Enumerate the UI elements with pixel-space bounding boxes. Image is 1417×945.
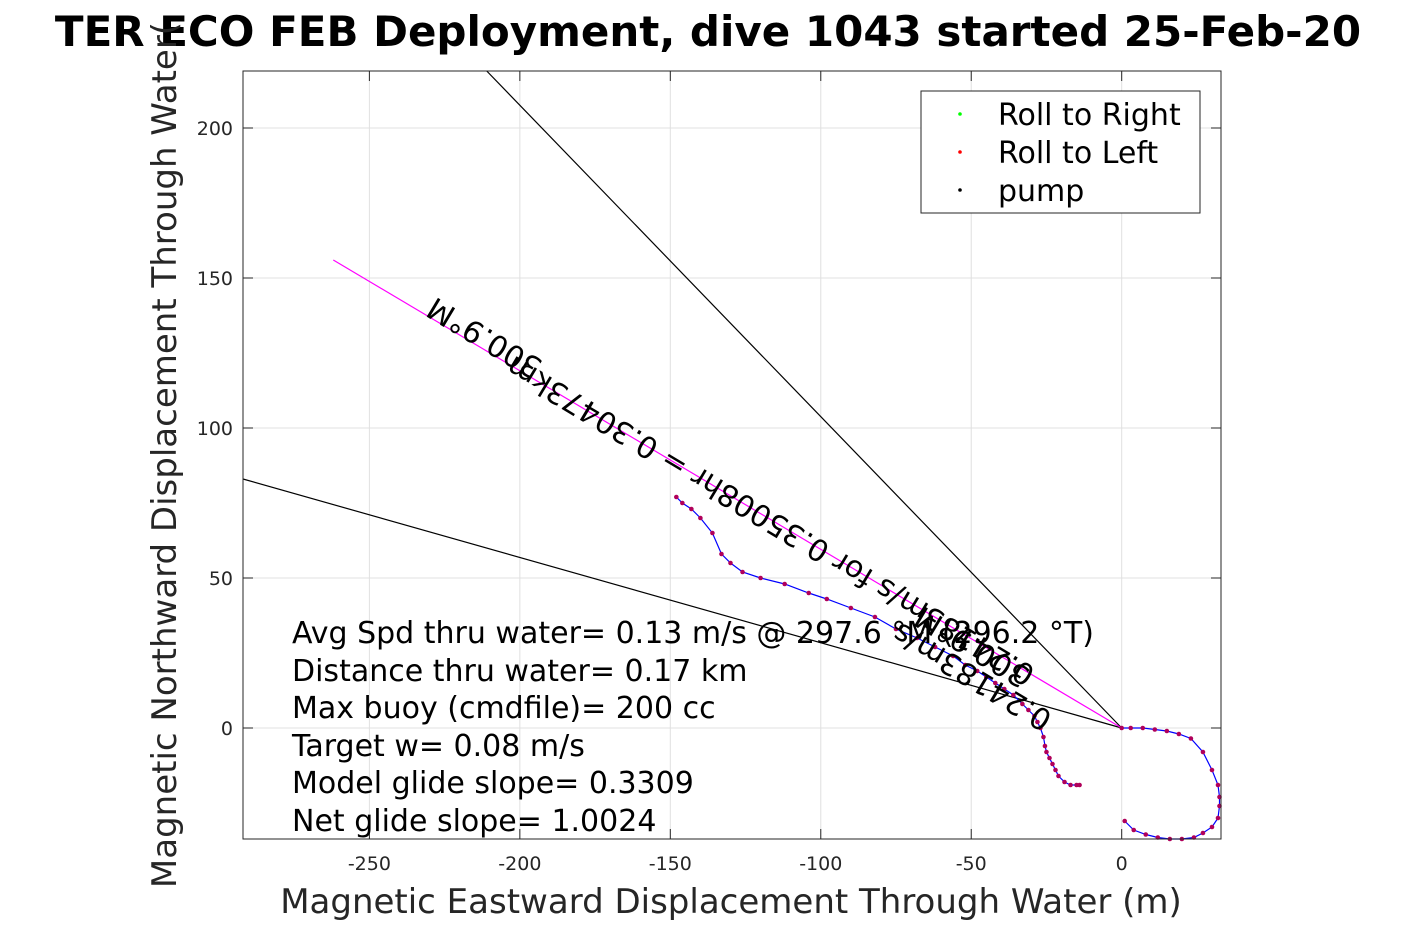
legend-label-pump: pump xyxy=(998,174,1084,209)
loop-point xyxy=(1122,818,1128,824)
track-point xyxy=(728,560,733,566)
loop-point xyxy=(1200,830,1206,836)
track-point xyxy=(1035,719,1040,725)
track-line xyxy=(675,496,1080,786)
legend-label-roll-left: Roll to Left xyxy=(998,136,1158,171)
track-point xyxy=(806,590,812,596)
track-point xyxy=(962,662,968,668)
track-point xyxy=(758,575,763,581)
x-tick-label: 0 xyxy=(1116,853,1128,875)
annotation-block: Avg Spd thru water= 0.13 m/s @ 297.6 °M … xyxy=(291,616,1094,839)
loop-point xyxy=(1128,725,1134,731)
loop-point xyxy=(1188,736,1194,741)
track-point xyxy=(1062,779,1067,785)
track-point xyxy=(674,494,679,500)
track-point xyxy=(680,500,685,506)
annotation-max-buoy: Max buoy (cmdfile)= 200 cc xyxy=(292,691,716,726)
x-tick-label: -100 xyxy=(799,853,842,875)
loop-point xyxy=(1164,728,1170,734)
track-point xyxy=(1026,707,1031,713)
loop-line xyxy=(1121,727,1221,840)
track-point xyxy=(1020,701,1025,707)
y-axis-label: Magnetic Northward Displacement Through … xyxy=(145,22,185,888)
loop-point xyxy=(1119,725,1124,731)
legend-marker-roll-right xyxy=(958,112,962,116)
track-point xyxy=(914,635,920,641)
reference-lines xyxy=(242,70,1123,729)
plot-frame xyxy=(242,70,1222,840)
track-point xyxy=(1047,755,1052,761)
heading-line-2 xyxy=(242,478,1122,729)
loop-point xyxy=(1143,832,1149,837)
track-point xyxy=(950,653,956,659)
annotation-model-glide-slope: Model glide slope= 0.3309 xyxy=(292,766,694,801)
legend-box xyxy=(920,90,1201,214)
loop-point xyxy=(1152,727,1158,732)
loop-point xyxy=(1215,782,1221,788)
track-point xyxy=(872,614,878,620)
track-point xyxy=(1056,773,1061,779)
loop-point xyxy=(1209,824,1215,830)
track-point xyxy=(824,596,830,602)
loop-point xyxy=(1140,725,1146,731)
x-tick-label: -150 xyxy=(649,853,692,875)
track-point xyxy=(1050,761,1055,767)
legend-marker-pump xyxy=(958,188,962,192)
track-lines xyxy=(675,496,1221,840)
loop-point xyxy=(1200,749,1206,755)
heading-line-1 xyxy=(486,70,1123,729)
track-point xyxy=(1068,782,1073,788)
track-point xyxy=(1032,713,1037,719)
x-tick-label: -200 xyxy=(498,853,541,875)
track-point xyxy=(932,644,938,650)
track-point xyxy=(1053,767,1058,773)
loop-point xyxy=(1209,767,1215,773)
track-point xyxy=(719,551,724,557)
track-point xyxy=(893,626,899,632)
track-point xyxy=(1002,686,1007,692)
annotation-target-w: Target w= 0.08 m/s xyxy=(291,729,585,764)
loop-point xyxy=(1131,827,1137,833)
chart-title: TER ECO FEB Deployment, dive 1043 starte… xyxy=(55,7,1361,56)
x-axis-label: Magnetic Eastward Displacement Through W… xyxy=(280,882,1182,922)
heading-line-3 xyxy=(332,259,1123,729)
annotation-net-glide-slope: Net glide slope= 1.0024 xyxy=(292,804,656,839)
track-point xyxy=(782,581,787,587)
track-point xyxy=(1041,734,1046,740)
x-axis-ticks: -250 -200 -150 -100 -50 0 xyxy=(348,71,1128,875)
track-point xyxy=(1042,743,1048,749)
track-point xyxy=(740,569,745,575)
annotation-distance: Distance thru water= 0.17 km xyxy=(292,654,747,689)
y-tick-label: 0 xyxy=(221,718,233,740)
track-point xyxy=(983,674,989,680)
annotation-avg-speed: Avg Spd thru water= 0.13 m/s @ 297.6 °M … xyxy=(292,616,1094,651)
y-tick-label: 200 xyxy=(197,118,233,140)
legend-marker-roll-left xyxy=(958,150,962,154)
loop-point xyxy=(1176,731,1182,737)
track-point xyxy=(710,530,715,536)
y-axis-ticks: 0 50 100 150 200 xyxy=(197,118,1221,740)
x-tick-label: -50 xyxy=(956,853,987,875)
y-tick-label: 50 xyxy=(209,568,233,590)
track-point xyxy=(1011,692,1016,698)
track-point xyxy=(974,668,980,674)
track-point xyxy=(1038,725,1043,731)
track-point xyxy=(848,605,854,611)
x-tick-label: -250 xyxy=(348,853,391,875)
track-point xyxy=(689,506,694,512)
y-tick-label: 150 xyxy=(197,268,233,290)
legend-label-roll-right: Roll to Right xyxy=(998,98,1181,133)
track-point xyxy=(993,680,998,686)
track-point xyxy=(1077,782,1082,788)
loop-point xyxy=(1215,815,1221,821)
legend: Roll to Right Roll to Left pump xyxy=(920,90,1201,214)
y-tick-label: 100 xyxy=(197,418,233,440)
track-point xyxy=(698,515,703,521)
track-point xyxy=(1044,749,1049,755)
